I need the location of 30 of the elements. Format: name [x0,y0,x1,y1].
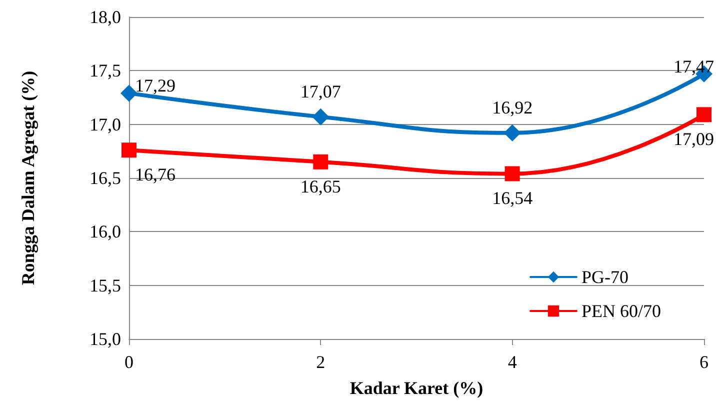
x-axis-title: Kadar Karet (%) [350,378,484,398]
point [313,154,328,170]
point [120,84,138,102]
y-axis-title: Rongga Dalam Agregat (%) [18,70,38,286]
y-tick-label: 16,5 [90,168,121,188]
y-tick-label: 17,5 [90,60,121,81]
data-label: 16,76 [135,164,176,185]
legend-label: PG-70 [581,267,629,287]
y-tick-label: 15,5 [90,275,121,296]
y-tick-label: 17,0 [90,114,121,134]
data-label: 16,54 [492,188,533,208]
point [504,166,520,182]
data-label: 17,47 [674,56,714,76]
y-tick-label: 18,0 [90,7,121,27]
y-tick-label: 16,0 [90,222,121,242]
y-tick-label: 15,0 [90,329,121,349]
x-tick-label: 0 [124,352,134,372]
x-tick-label: 6 [700,352,708,372]
data-label: 17,29 [135,76,176,96]
x-tick-label: 2 [316,352,326,372]
data-label: 16,92 [492,97,533,118]
point [696,107,712,122]
data-label: 17,09 [674,129,714,150]
x-tick-label: 4 [508,352,517,372]
point [312,108,330,126]
data-label: 16,65 [300,176,341,196]
data-label: 17,07 [300,81,341,102]
point [504,124,521,142]
legend-label: PEN 60/70 [581,301,662,321]
point [122,142,136,158]
